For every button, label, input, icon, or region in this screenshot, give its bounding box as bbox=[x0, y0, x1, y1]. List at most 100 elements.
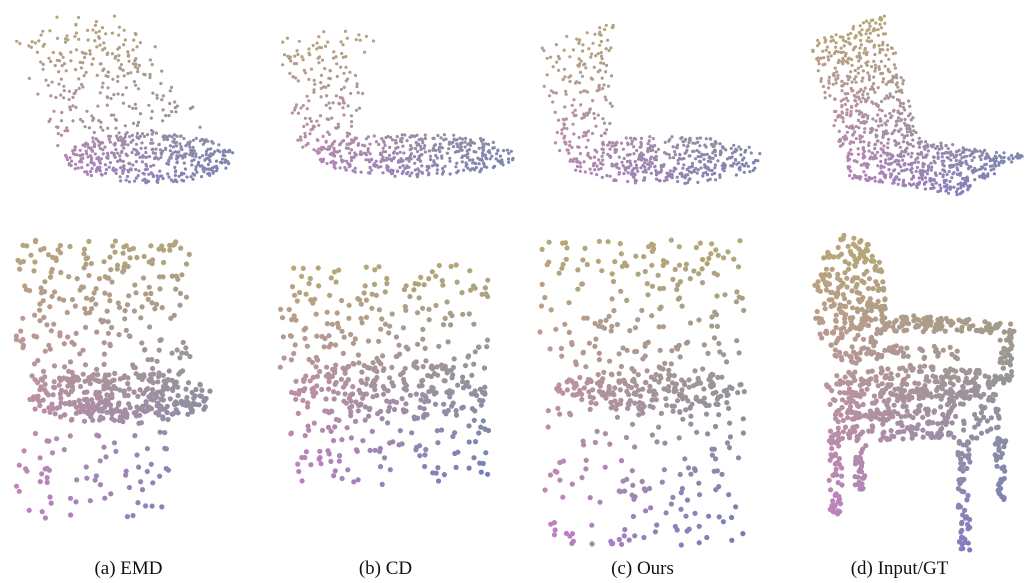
point bbox=[51, 322, 56, 327]
point bbox=[342, 72, 345, 75]
point bbox=[908, 182, 911, 185]
point bbox=[587, 341, 592, 346]
point bbox=[484, 142, 487, 145]
point bbox=[565, 93, 568, 96]
point bbox=[65, 310, 70, 315]
point bbox=[484, 156, 487, 159]
point bbox=[134, 84, 137, 87]
point bbox=[346, 143, 349, 146]
point bbox=[128, 105, 131, 108]
point bbox=[473, 439, 478, 444]
point bbox=[152, 164, 155, 167]
point bbox=[612, 385, 617, 390]
point bbox=[297, 112, 300, 115]
point bbox=[564, 531, 569, 536]
point bbox=[595, 429, 600, 434]
point bbox=[96, 433, 101, 438]
point bbox=[460, 149, 463, 152]
point bbox=[999, 350, 1004, 355]
point bbox=[159, 148, 162, 151]
point bbox=[116, 152, 119, 155]
point bbox=[90, 156, 93, 159]
point bbox=[624, 477, 629, 482]
point bbox=[834, 78, 837, 81]
point bbox=[182, 402, 187, 407]
point bbox=[715, 324, 720, 329]
point bbox=[959, 153, 962, 156]
point bbox=[343, 380, 348, 385]
point bbox=[935, 181, 938, 184]
point bbox=[869, 318, 874, 323]
point bbox=[58, 243, 63, 248]
point bbox=[39, 471, 44, 476]
point bbox=[433, 303, 438, 308]
point bbox=[422, 282, 427, 287]
point bbox=[303, 433, 308, 438]
point bbox=[386, 164, 389, 167]
point bbox=[926, 172, 929, 175]
point bbox=[640, 151, 643, 154]
point bbox=[439, 143, 442, 146]
point bbox=[591, 42, 594, 45]
point bbox=[837, 61, 840, 64]
point bbox=[884, 174, 887, 177]
point bbox=[672, 156, 675, 159]
point bbox=[175, 180, 178, 183]
point bbox=[647, 384, 652, 389]
point bbox=[860, 43, 863, 46]
point bbox=[126, 393, 131, 398]
point bbox=[146, 168, 149, 171]
point bbox=[899, 104, 902, 107]
point bbox=[873, 147, 876, 150]
point bbox=[864, 174, 867, 177]
point bbox=[741, 430, 746, 435]
point bbox=[987, 155, 990, 158]
point bbox=[62, 447, 67, 452]
point bbox=[597, 86, 600, 89]
point bbox=[834, 67, 837, 70]
point bbox=[480, 140, 483, 143]
point bbox=[879, 269, 884, 274]
point bbox=[95, 168, 98, 171]
point bbox=[478, 147, 481, 150]
point bbox=[585, 146, 588, 149]
point bbox=[998, 338, 1003, 343]
point bbox=[49, 328, 54, 333]
point bbox=[454, 408, 459, 413]
point bbox=[84, 125, 87, 128]
point bbox=[716, 253, 721, 258]
point bbox=[162, 407, 167, 412]
point bbox=[1008, 158, 1011, 161]
point bbox=[462, 169, 465, 172]
point bbox=[839, 355, 844, 360]
point bbox=[37, 301, 42, 306]
point bbox=[643, 380, 648, 385]
point bbox=[581, 350, 586, 355]
point bbox=[332, 370, 337, 375]
point bbox=[172, 382, 177, 387]
point bbox=[557, 478, 562, 483]
point bbox=[336, 391, 341, 396]
point bbox=[475, 166, 478, 169]
point bbox=[834, 313, 839, 318]
point bbox=[647, 142, 650, 145]
point bbox=[840, 80, 843, 83]
point bbox=[78, 287, 83, 292]
point bbox=[918, 364, 923, 369]
point bbox=[879, 16, 882, 19]
point bbox=[856, 91, 859, 94]
point bbox=[118, 131, 121, 134]
point bbox=[304, 449, 309, 454]
point bbox=[862, 312, 867, 317]
point bbox=[833, 325, 838, 330]
point bbox=[873, 53, 876, 56]
point bbox=[306, 107, 309, 110]
point bbox=[122, 164, 125, 167]
point bbox=[619, 458, 624, 463]
point bbox=[603, 431, 608, 436]
point bbox=[326, 41, 329, 44]
point bbox=[309, 128, 312, 131]
point bbox=[32, 259, 37, 264]
point bbox=[563, 141, 566, 144]
point bbox=[106, 372, 111, 377]
